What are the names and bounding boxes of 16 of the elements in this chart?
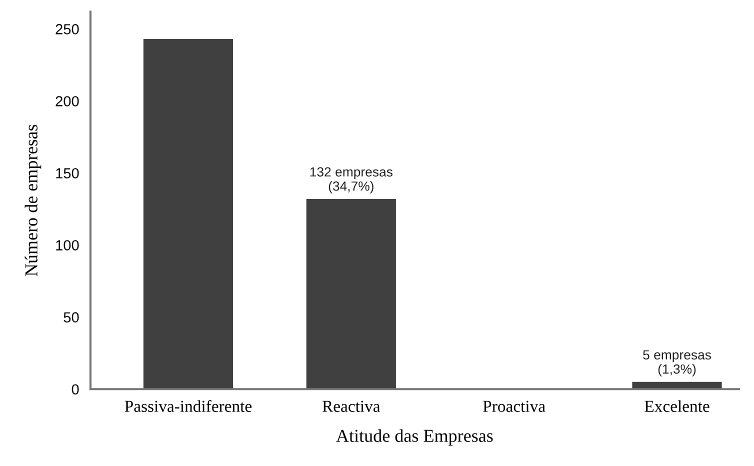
data-label: 5 empresas (1,3%) [643,350,712,376]
y-axis-title: Número de empresas [24,124,42,276]
y-tick-label: 50 [64,312,79,323]
bar [143,39,234,390]
y-tick-label: 0 [72,384,79,395]
y-tick-label: 100 [56,240,79,250]
y-tick-label: 150 [56,168,79,178]
bar [306,198,396,390]
x-tick-label: Passiva-indiferente [124,400,252,412]
x-tick-label: Proactiva [483,400,546,412]
x-tick-label: Excelente [644,400,710,412]
x-tick-label: Reactiva [322,400,380,412]
data-label: 132 empresas (34,7%) [310,167,392,194]
y-tick-label: 200 [56,96,79,106]
x-axis-title: Atitude das Empresas [336,429,493,446]
y-tick-label: 250 [56,24,79,34]
